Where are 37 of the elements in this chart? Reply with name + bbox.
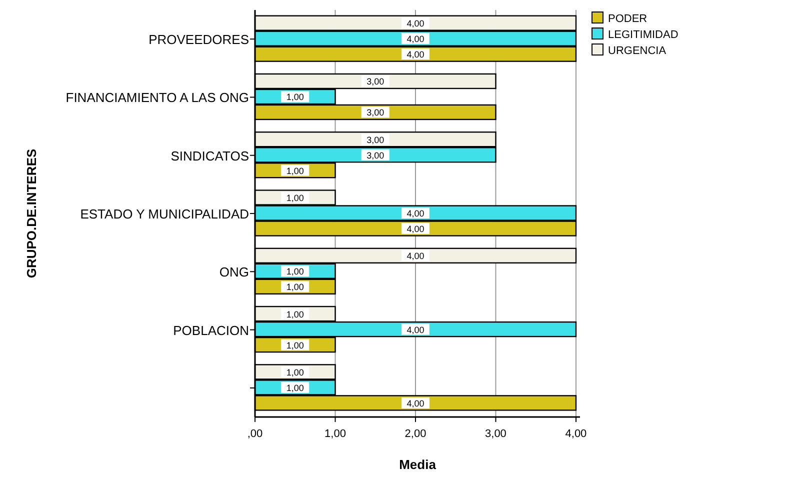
data-label: 1,00 bbox=[286, 166, 304, 176]
data-label: 1,00 bbox=[286, 340, 304, 350]
y-tick-label: ONG bbox=[219, 264, 249, 280]
data-label: 4,00 bbox=[406, 50, 424, 60]
data-label: 3,00 bbox=[366, 76, 384, 87]
data-label: 1,00 bbox=[286, 367, 304, 378]
data-label: 3,00 bbox=[366, 150, 384, 160]
data-label: 4,00 bbox=[406, 398, 424, 408]
legend-label: PODER bbox=[608, 13, 648, 25]
data-label: 1,00 bbox=[286, 192, 304, 203]
x-tick-label: ,00 bbox=[247, 428, 263, 440]
data-label: 4,00 bbox=[406, 18, 424, 29]
x-axis-title: Media bbox=[399, 457, 437, 472]
data-label: 4,00 bbox=[406, 324, 424, 335]
data-label: 1,00 bbox=[286, 282, 304, 292]
y-tick-label: FINANCIAMIENTO A LAS ONG bbox=[66, 90, 249, 106]
data-label: 4,00 bbox=[406, 34, 424, 44]
y-axis-title: GRUPO.DE.INTERES bbox=[24, 148, 39, 278]
y-tick-label: SINDICATOS bbox=[170, 148, 250, 164]
legend-label: LEGITIMIDAD bbox=[608, 29, 678, 41]
data-label: 3,00 bbox=[366, 108, 384, 118]
data-label: 1,00 bbox=[286, 382, 304, 393]
x-tick-label: 3,00 bbox=[485, 428, 506, 440]
data-label: 3,00 bbox=[366, 134, 384, 145]
x-tick-label: 1,00 bbox=[324, 428, 346, 440]
x-tick-label: 2,00 bbox=[404, 428, 426, 440]
y-tick-label: ESTADO Y MUNICIPALIDAD bbox=[80, 206, 249, 222]
y-tick-label: POBLACION bbox=[173, 322, 249, 338]
data-label: 1,00 bbox=[286, 266, 304, 277]
data-label: 4,00 bbox=[406, 224, 424, 234]
y-tick-label: PROVEEDORES bbox=[148, 32, 250, 48]
data-label: 1,00 bbox=[286, 92, 304, 102]
data-label: 4,00 bbox=[406, 208, 424, 218]
x-tick-label: 4,00 bbox=[565, 428, 587, 440]
data-label: 4,00 bbox=[406, 251, 424, 262]
data-label: 1,00 bbox=[286, 309, 304, 320]
legend-label: URGENCIA bbox=[608, 45, 667, 57]
